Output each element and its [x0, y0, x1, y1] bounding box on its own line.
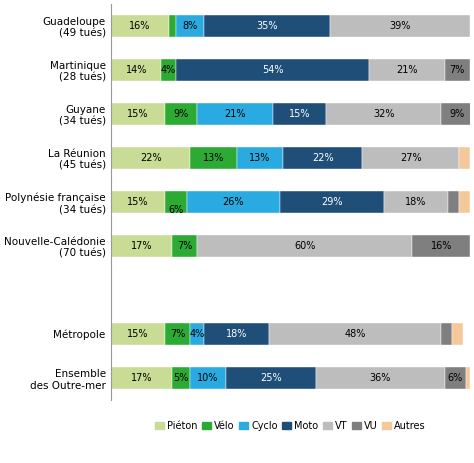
Bar: [269, 323, 441, 345]
Text: 21%: 21%: [224, 109, 246, 119]
Text: 4%: 4%: [190, 329, 205, 339]
Bar: [459, 191, 470, 213]
Text: 15%: 15%: [128, 329, 149, 339]
Bar: [162, 59, 176, 81]
Bar: [190, 367, 226, 389]
Text: 26%: 26%: [222, 197, 244, 207]
Text: 14%: 14%: [126, 65, 147, 75]
Text: 15%: 15%: [128, 109, 149, 119]
Text: 5%: 5%: [173, 373, 189, 383]
Bar: [330, 15, 470, 37]
Text: 17%: 17%: [131, 241, 153, 251]
Text: 7%: 7%: [177, 241, 192, 251]
Bar: [204, 15, 330, 37]
Text: 22%: 22%: [140, 153, 162, 163]
Text: 32%: 32%: [373, 109, 394, 119]
Bar: [172, 235, 197, 257]
Bar: [169, 15, 176, 37]
Text: 7%: 7%: [170, 329, 185, 339]
Text: 18%: 18%: [405, 197, 427, 207]
Bar: [111, 147, 190, 169]
Text: 4%: 4%: [161, 65, 176, 75]
Bar: [459, 147, 470, 169]
Text: 16%: 16%: [430, 241, 452, 251]
Text: 48%: 48%: [345, 329, 366, 339]
Text: 18%: 18%: [226, 329, 247, 339]
Text: 21%: 21%: [396, 65, 418, 75]
Text: 35%: 35%: [256, 21, 278, 31]
Bar: [384, 191, 448, 213]
Bar: [452, 323, 463, 345]
Bar: [283, 147, 362, 169]
Legend: Piéton, Vélo, Cyclo, Moto, VT, VU, Autres: Piéton, Vélo, Cyclo, Moto, VT, VU, Autre…: [152, 417, 429, 435]
Text: 10%: 10%: [197, 373, 219, 383]
Text: 39%: 39%: [389, 21, 410, 31]
Text: 8%: 8%: [182, 21, 198, 31]
Bar: [280, 191, 384, 213]
Bar: [111, 191, 165, 213]
Bar: [165, 323, 190, 345]
Text: 15%: 15%: [128, 197, 149, 207]
Bar: [165, 103, 197, 125]
Bar: [176, 59, 369, 81]
Bar: [466, 367, 470, 389]
Text: 27%: 27%: [400, 153, 421, 163]
Bar: [165, 191, 187, 213]
Text: 6%: 6%: [168, 205, 183, 215]
Bar: [273, 103, 327, 125]
Text: 16%: 16%: [129, 21, 151, 31]
Bar: [111, 367, 172, 389]
Text: 9%: 9%: [173, 109, 189, 119]
Text: 17%: 17%: [131, 373, 153, 383]
Text: 54%: 54%: [262, 65, 283, 75]
Text: 13%: 13%: [203, 153, 224, 163]
Bar: [369, 59, 445, 81]
Bar: [111, 15, 169, 37]
Bar: [111, 59, 162, 81]
Text: 6%: 6%: [448, 373, 463, 383]
Bar: [190, 323, 204, 345]
Bar: [441, 323, 452, 345]
Bar: [187, 191, 280, 213]
Bar: [111, 103, 165, 125]
Bar: [190, 147, 237, 169]
Bar: [316, 367, 445, 389]
Bar: [111, 323, 165, 345]
Bar: [237, 147, 283, 169]
Bar: [197, 235, 412, 257]
Text: 7%: 7%: [450, 65, 465, 75]
Bar: [226, 367, 316, 389]
Bar: [362, 147, 459, 169]
Text: 15%: 15%: [289, 109, 310, 119]
Text: 60%: 60%: [294, 241, 316, 251]
Bar: [448, 191, 459, 213]
Text: 22%: 22%: [312, 153, 334, 163]
Text: 25%: 25%: [260, 373, 282, 383]
Text: 9%: 9%: [450, 109, 465, 119]
Text: 29%: 29%: [321, 197, 343, 207]
Bar: [204, 323, 269, 345]
Bar: [176, 15, 204, 37]
Text: 13%: 13%: [249, 153, 271, 163]
Bar: [111, 235, 172, 257]
Bar: [412, 235, 470, 257]
Bar: [445, 59, 470, 81]
Bar: [445, 367, 466, 389]
Bar: [327, 103, 441, 125]
Bar: [172, 367, 190, 389]
Bar: [197, 103, 273, 125]
Bar: [441, 103, 474, 125]
Text: 36%: 36%: [370, 373, 391, 383]
